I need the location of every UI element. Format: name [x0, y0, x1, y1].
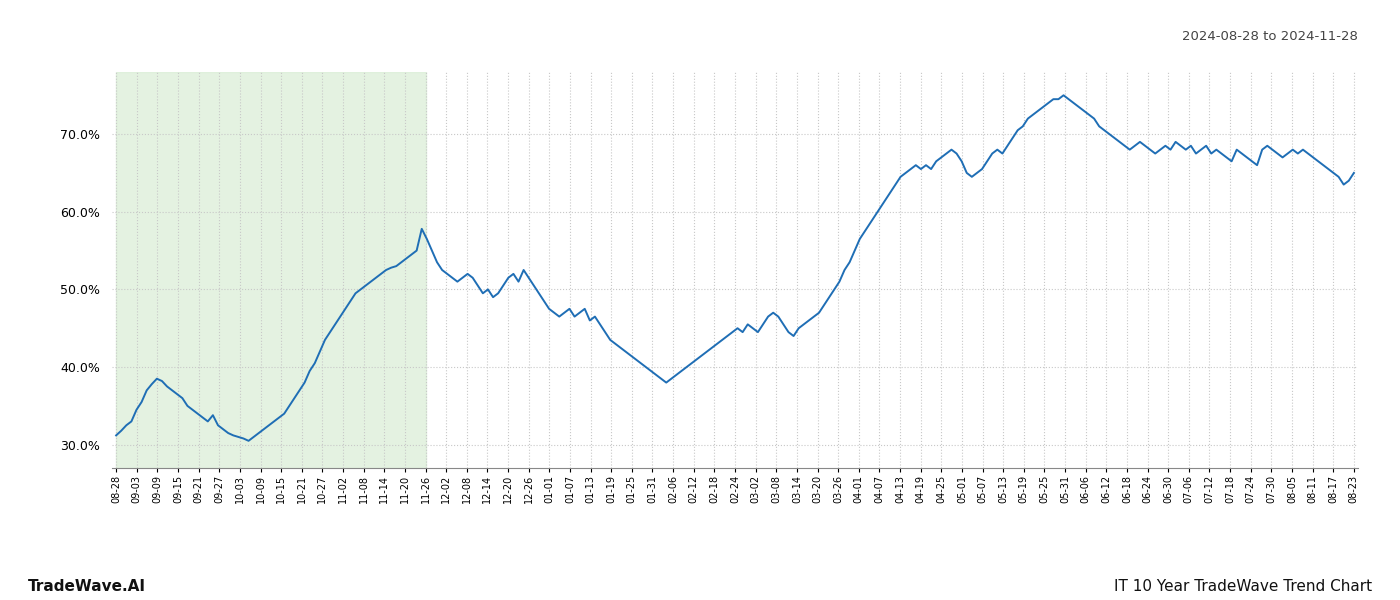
Text: IT 10 Year TradeWave Trend Chart: IT 10 Year TradeWave Trend Chart: [1114, 579, 1372, 594]
Bar: [116, 72, 426, 468]
Text: 2024-08-28 to 2024-11-28: 2024-08-28 to 2024-11-28: [1182, 30, 1358, 43]
Text: TradeWave.AI: TradeWave.AI: [28, 579, 146, 594]
